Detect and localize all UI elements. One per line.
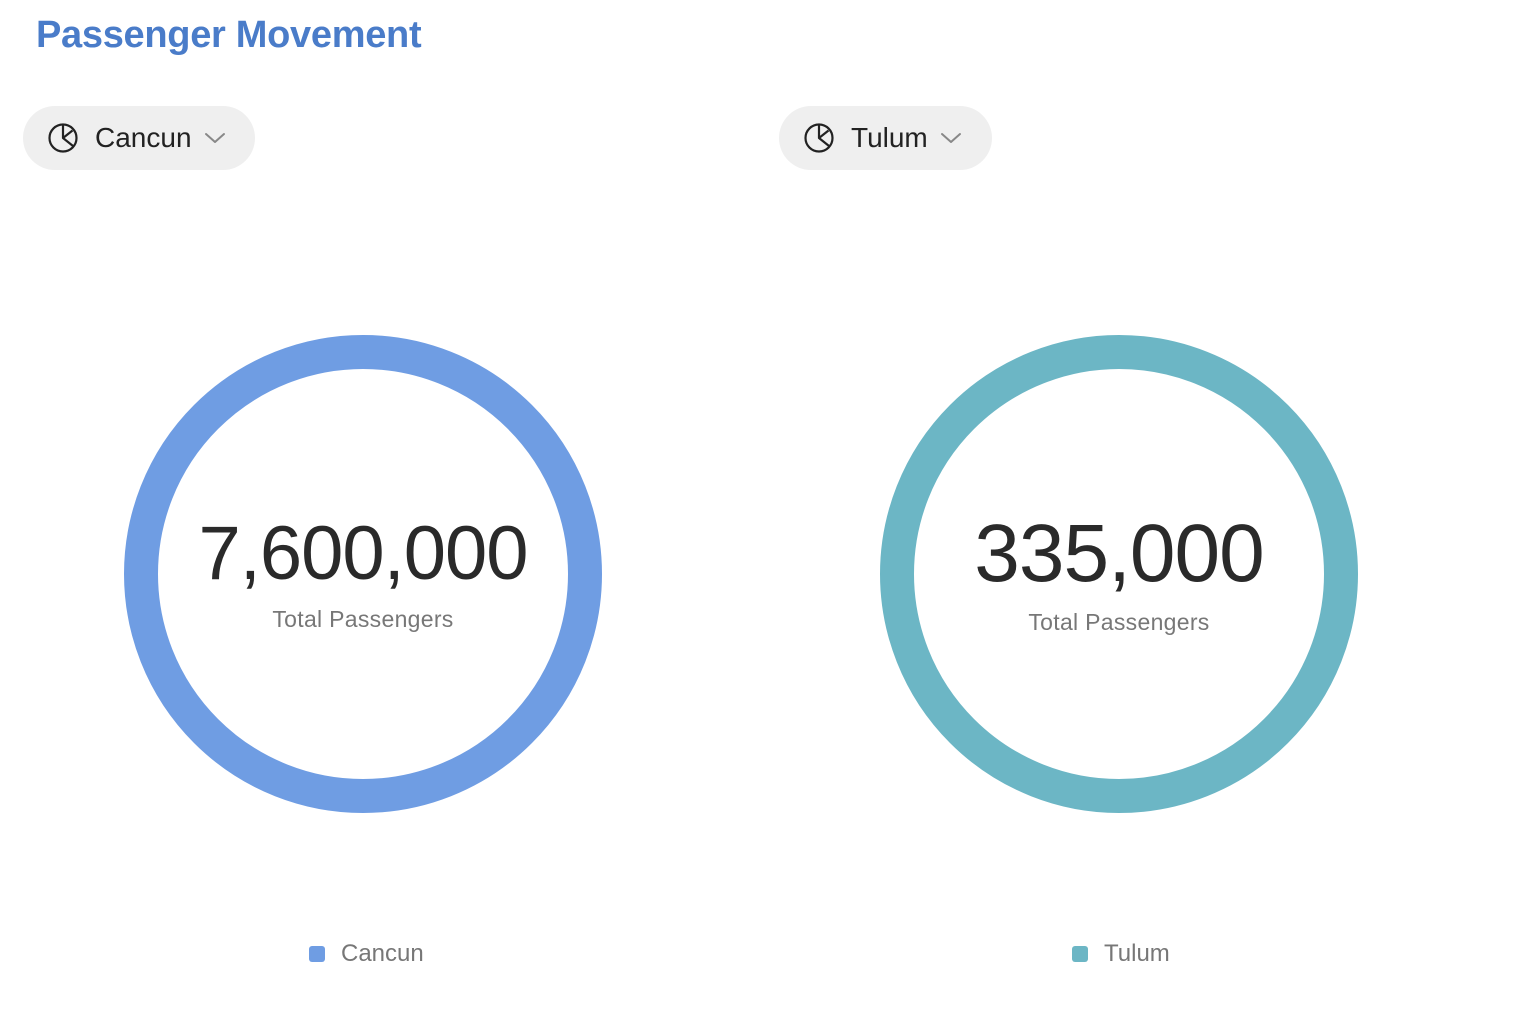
pie-chart-icon <box>47 122 79 154</box>
chevron-down-icon <box>204 131 226 145</box>
chart-panel-tulum: Tulum 335,000 Total Passengers Tulum <box>756 0 1512 1032</box>
airport-selector-cancun[interactable]: Cancun <box>23 106 255 170</box>
airport-selector-label: Tulum <box>851 122 928 153</box>
chart-panel-cancun: Cancun 7,600,000 Total Passengers Cancun <box>0 0 756 1032</box>
page-title: Passenger Movement <box>36 14 422 56</box>
donut-center: 7,600,000 Total Passengers <box>123 334 603 814</box>
legend-item-tulum[interactable]: Tulum <box>1072 940 1170 968</box>
total-passengers-value: 7,600,000 <box>198 510 528 596</box>
total-passengers-label: Total Passengers <box>272 605 454 632</box>
chevron-down-icon <box>940 131 962 145</box>
total-passengers-label: Total Passengers <box>1028 608 1210 635</box>
airport-selector-tulum[interactable]: Tulum <box>779 106 992 170</box>
pie-chart-icon <box>803 122 835 154</box>
airport-selector-label: Cancun <box>95 122 192 153</box>
legend-swatch <box>309 946 325 962</box>
donut-chart-tulum: 335,000 Total Passengers <box>879 334 1359 814</box>
donut-center: 335,000 Total Passengers <box>879 334 1359 814</box>
donut-chart-svg <box>880 335 1358 813</box>
donut-slice-cancun[interactable] <box>124 335 602 813</box>
donut-slice-tulum[interactable] <box>880 335 1358 813</box>
legend-label: Tulum <box>1104 940 1170 967</box>
legend-label: Cancun <box>341 940 424 967</box>
legend-swatch <box>1072 946 1088 962</box>
legend-item-cancun[interactable]: Cancun <box>309 940 424 968</box>
donut-chart-cancun: 7,600,000 Total Passengers <box>123 334 603 814</box>
donut-chart-svg <box>124 335 602 813</box>
total-passengers-value: 335,000 <box>974 507 1264 599</box>
